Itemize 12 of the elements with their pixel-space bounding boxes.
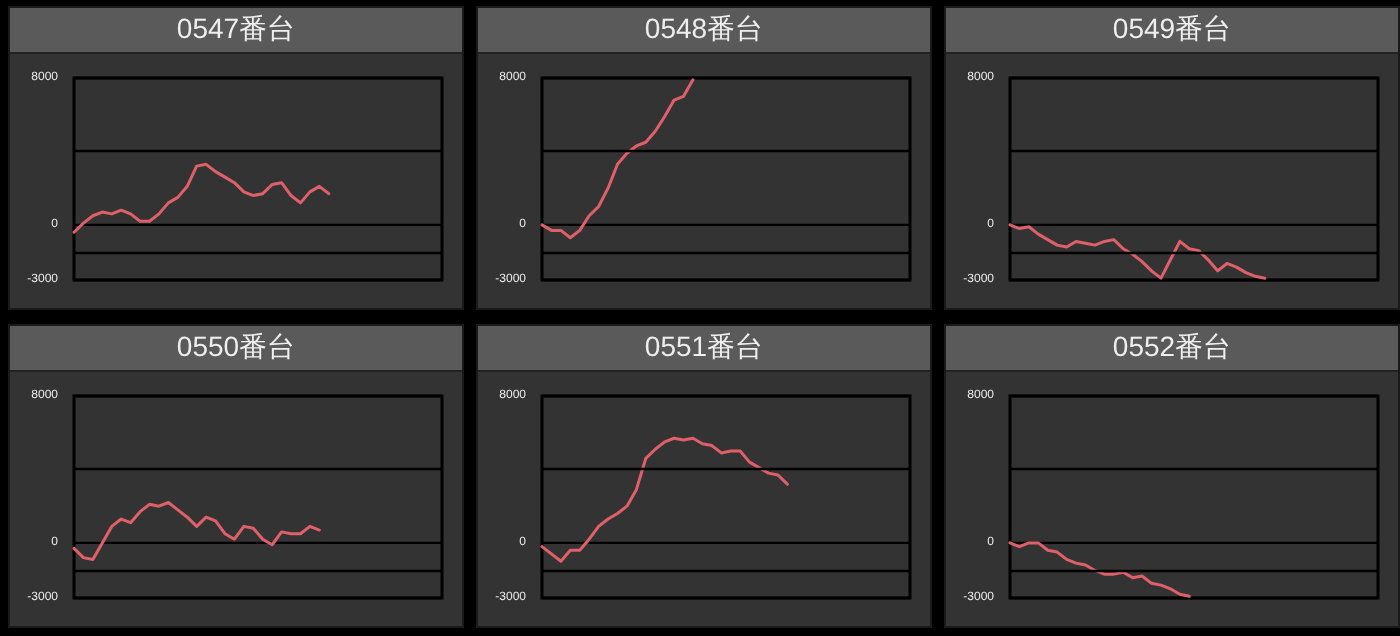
chart-title: 0548番台	[478, 8, 930, 54]
chart-title: 0550番台	[10, 326, 462, 372]
chart-title: 0549番台	[946, 8, 1398, 54]
line-series	[540, 78, 695, 239]
line-series	[72, 162, 331, 234]
chart-title: 0547番台	[10, 8, 462, 54]
line-series	[540, 436, 789, 563]
line-series	[1008, 223, 1267, 280]
line-series	[72, 500, 321, 561]
line-series	[1008, 541, 1191, 598]
chart-title: 0552番台	[946, 326, 1398, 372]
chart-title: 0551番台	[478, 326, 930, 372]
